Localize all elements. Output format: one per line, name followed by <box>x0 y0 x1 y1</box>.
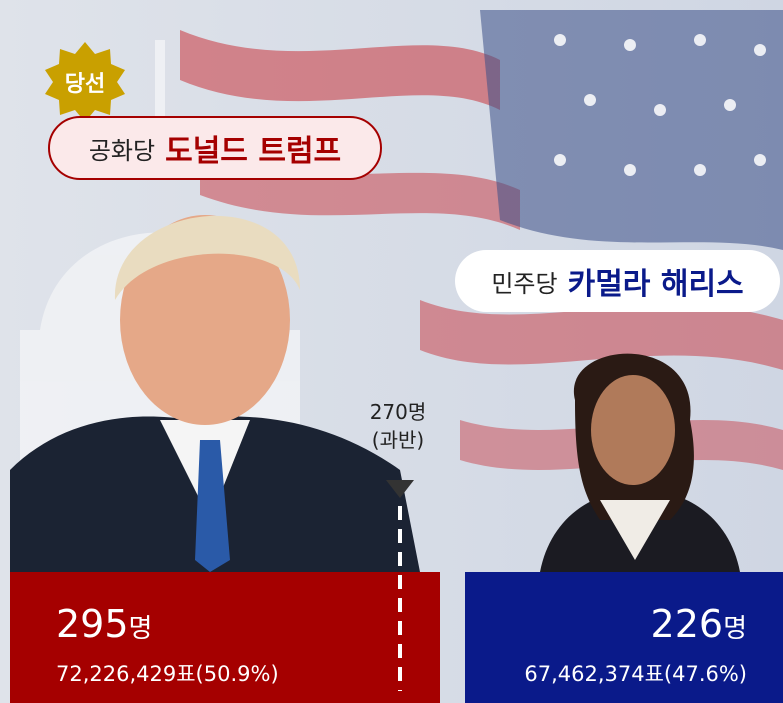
threshold-label: 270명 <box>369 400 427 424</box>
winner-badge-shape <box>45 42 125 122</box>
threshold-note: (과반) <box>371 428 425 452</box>
popular-votes: 72,226,429표(50.9%) <box>56 662 279 686</box>
threshold: 270명 (과반) <box>340 398 456 454</box>
candidate-name: 카멀라 해리스 <box>567 267 744 302</box>
candidate-name: 도널드 트럼프 <box>165 134 342 169</box>
electors: 226명 <box>651 602 747 646</box>
electors-unit: 명 <box>723 614 747 644</box>
electors-unit: 명 <box>128 614 153 644</box>
party: 민주당 <box>491 269 558 298</box>
runner-up-panel: 226명 67,462,374표(47.6%) <box>465 572 783 703</box>
electors-number: 295 <box>56 602 129 646</box>
winner-label: 공화당 도널드 트럼프 <box>48 116 382 180</box>
winner-panel: 295명 72,226,429표(50.9%) <box>10 572 440 703</box>
threshold-marker <box>386 480 414 691</box>
electors-number: 226 <box>650 602 724 646</box>
winner-badge: 당선 <box>64 72 106 97</box>
party: 공화당 <box>88 136 156 165</box>
electors: 295명 <box>56 602 152 646</box>
popular-votes: 67,462,374표(47.6%) <box>524 662 747 686</box>
runner-up-label: 민주당 카멀라 해리스 <box>455 250 780 312</box>
